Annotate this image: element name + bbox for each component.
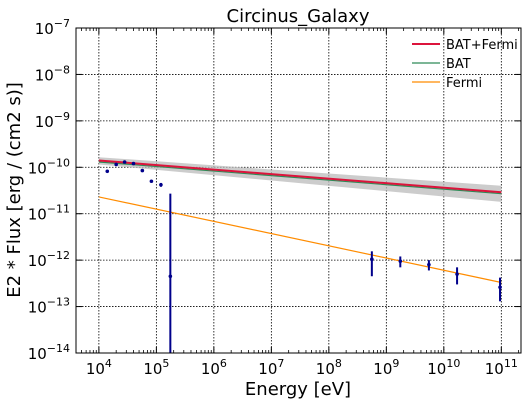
y-tick-label: 10−13 [28,296,70,317]
data-point [498,285,502,290]
y-tick-label: 10−11 [28,203,70,224]
y-tick-label: 10−8 [35,63,70,84]
y-tick-label: 10−12 [28,249,70,270]
axis-ticks [76,27,521,354]
data-point [114,162,118,167]
legend-label: BAT [446,57,471,72]
x-tick-labels: 104 105 106 107 108 109 1010 1011 [86,357,518,378]
data-point [149,179,154,184]
x-tick-label: 106 [201,357,227,378]
data-point [168,274,173,279]
series-line-fermi [98,196,502,284]
x-tick-label: 107 [258,357,284,378]
data-point [427,262,431,267]
data-points [105,160,502,353]
x-tick-label: 1011 [485,357,518,378]
data-point [122,160,127,164]
y-tick-label: 10−10 [28,156,70,177]
x-tick-label: 109 [373,357,399,378]
series-line-bat-fermi [98,159,502,194]
data-point [105,169,110,174]
x-tick-label: 104 [86,357,112,378]
series-line-bat [98,161,502,195]
data-point [370,257,374,261]
y-tick-labels: 10−14 10−13 10−12 10−11 10−10 10−9 10−8 10−7 [28,17,70,363]
legend-label: BAT+Fermi [446,38,518,53]
data-point [455,272,459,276]
x-tick-label: 1010 [427,357,460,378]
series-lines [98,159,502,284]
x-axis-label: Energy [eV] [245,379,351,400]
grid [76,28,521,353]
data-point [140,168,145,173]
data-point [398,259,403,263]
y-axis-label: E2 * Flux [erg / (cm2 s)] [4,82,25,298]
y-tick-label: 10−14 [28,342,70,363]
y-tick-label: 10−7 [35,17,70,38]
data-point [159,182,163,187]
legend-label: Fermi [446,76,482,91]
legend: BAT+Fermi BAT Fermi [412,38,518,91]
data-point [131,161,136,166]
x-tick-label: 105 [143,357,169,378]
chart-title: Circinus_Galaxy [227,6,370,27]
y-tick-label: 10−9 [35,110,70,131]
x-tick-label: 108 [316,357,342,378]
